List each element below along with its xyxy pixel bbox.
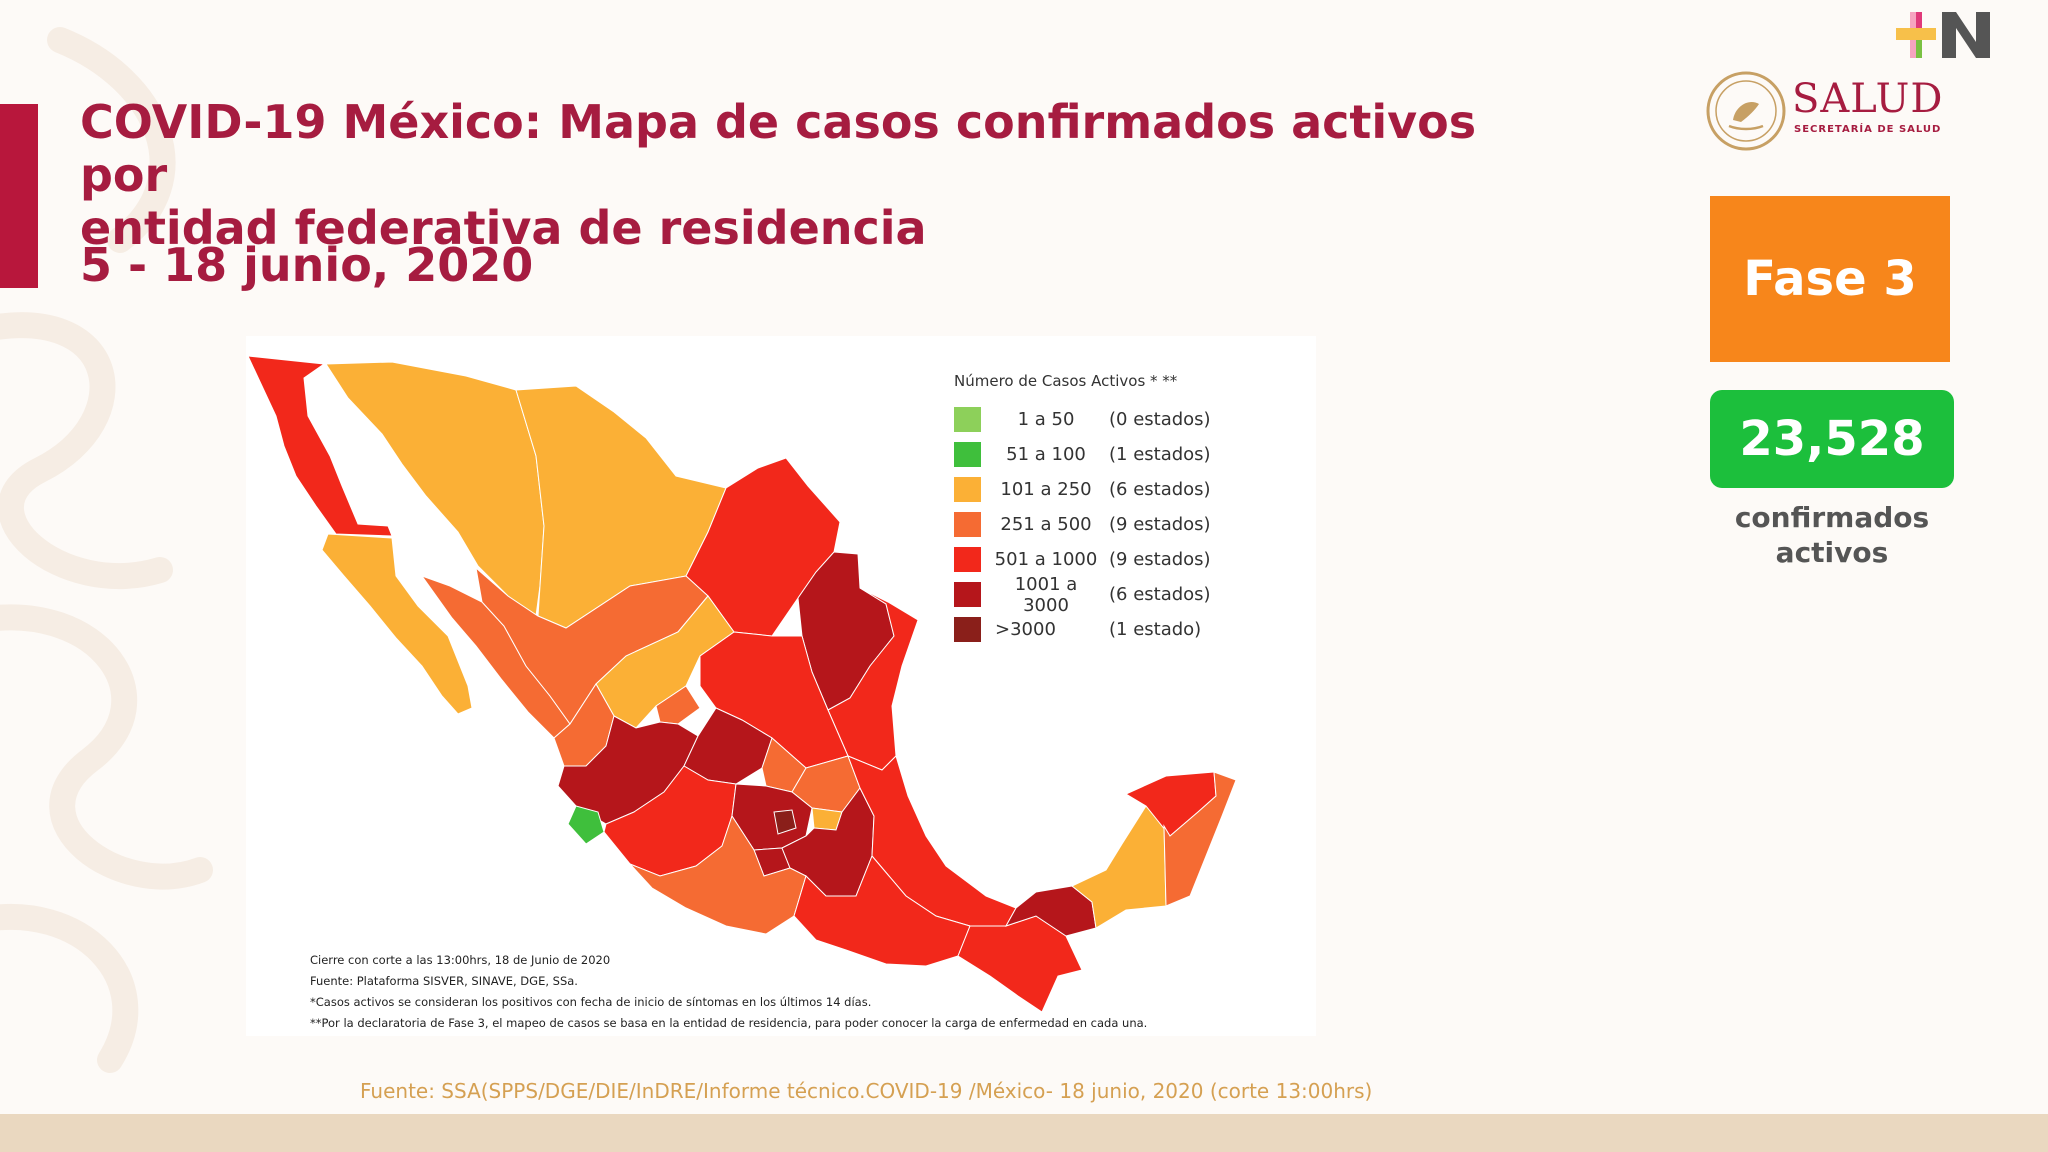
caption-line-1: confirmados	[1734, 501, 1930, 534]
date-range: 5 - 18 junio, 2020	[80, 238, 534, 292]
bottom-band	[0, 1114, 2048, 1152]
legend-state-count: (0 estados)	[1109, 409, 1211, 430]
mexico-states-map	[247, 355, 1237, 1013]
ministry-subtitle: SECRETARÍA DE SALUD	[1794, 124, 1942, 135]
legend-state-count: (1 estado)	[1109, 619, 1202, 640]
legend-state-count: (6 estados)	[1109, 584, 1211, 605]
choropleth-map-panel: Número de Casos Activos * ** 1 a 50 (0 e…	[246, 336, 1316, 1036]
note-cutoff: Cierre con corte a las 13:00hrs, 18 de J…	[310, 953, 611, 967]
legend-swatch	[954, 407, 981, 432]
legend-state-count: (1 estados)	[1109, 444, 1211, 465]
title-line-2: entidad federativa de residencia	[80, 201, 927, 255]
legend-state-count: (6 estados)	[1109, 479, 1211, 500]
state-ciudad-de-mexico	[773, 809, 797, 835]
state-guerrero	[629, 814, 807, 935]
legend-title: Número de Casos Activos * **	[954, 372, 1178, 390]
active-cases-count: 23,528	[1739, 411, 1925, 467]
state-baja-california-sur	[321, 533, 473, 715]
accent-bar	[0, 104, 38, 288]
legend-swatch	[954, 477, 981, 502]
legend-range: 501 a 1000	[994, 549, 1098, 570]
legend-state-count: (9 estados)	[1109, 549, 1211, 570]
state-oaxaca	[793, 855, 971, 967]
legend-swatch	[954, 582, 981, 607]
legend-item: 51 a 100 (1 estados)	[954, 437, 1211, 472]
legend-item: 251 a 500 (9 estados)	[954, 507, 1211, 542]
legend-swatch	[954, 547, 981, 572]
legend-swatch	[954, 442, 981, 467]
note-source: Fuente: Plataforma SISVER, SINAVE, DGE, …	[310, 974, 578, 988]
legend-range: 51 a 100	[1006, 444, 1086, 465]
phase-badge: Fase 3	[1710, 196, 1950, 362]
legend-item: 1001 a 3000 (6 estados)	[954, 574, 1211, 616]
legend-state-count: (9 estados)	[1109, 514, 1211, 535]
map-notes: Cierre con corte a las 13:00hrs, 18 de J…	[310, 950, 1170, 1034]
state-quintana-roo	[1163, 771, 1237, 907]
active-cases-badge: 23,528	[1710, 390, 1954, 488]
legend-range: 251 a 500	[1000, 514, 1092, 535]
ministry-name: SALUD	[1792, 76, 1944, 122]
legend-item: 101 a 250 (6 estados)	[954, 472, 1211, 507]
note-active-definition: *Casos activos se consideran los positiv…	[310, 995, 872, 1009]
legend-range: >3000	[995, 619, 1056, 640]
legend-range: 1001 a 3000	[1014, 573, 1078, 616]
legend-swatch	[954, 617, 981, 642]
national-seal-icon	[1706, 71, 1786, 151]
legend-swatch	[954, 512, 981, 537]
map-legend: Número de Casos Activos * ** 1 a 50 (0 e…	[954, 372, 1211, 647]
state-colima	[567, 805, 605, 845]
state-aguascalientes	[655, 685, 701, 725]
network-logo-icon	[1896, 12, 1990, 58]
legend-range: 1 a 50	[1017, 409, 1075, 430]
footer-source: Fuente: SSA(SPPS/DGE/DIE/InDRE/Informe t…	[360, 1079, 1373, 1103]
legend-range: 101 a 250	[1000, 479, 1092, 500]
legend-item: 1 a 50 (0 estados)	[954, 402, 1211, 437]
decorative-background-pattern	[0, 27, 213, 1073]
state-baja-california	[247, 355, 393, 537]
note-phase-3: **Por la declaratoria de Fase 3, el mape…	[310, 1016, 1148, 1030]
page-title: COVID-19 México: Mapa de casos confirmad…	[80, 96, 1540, 255]
active-cases-caption: confirmados activos	[1710, 500, 1954, 570]
title-line-1: COVID-19 México: Mapa de casos confirmad…	[80, 95, 1477, 202]
legend-item: >3000 (1 estado)	[954, 612, 1211, 647]
legend-item: 501 a 1000 (9 estados)	[954, 542, 1211, 577]
phase-label: Fase 3	[1743, 251, 1917, 307]
caption-line-2: activos	[1775, 536, 1889, 569]
